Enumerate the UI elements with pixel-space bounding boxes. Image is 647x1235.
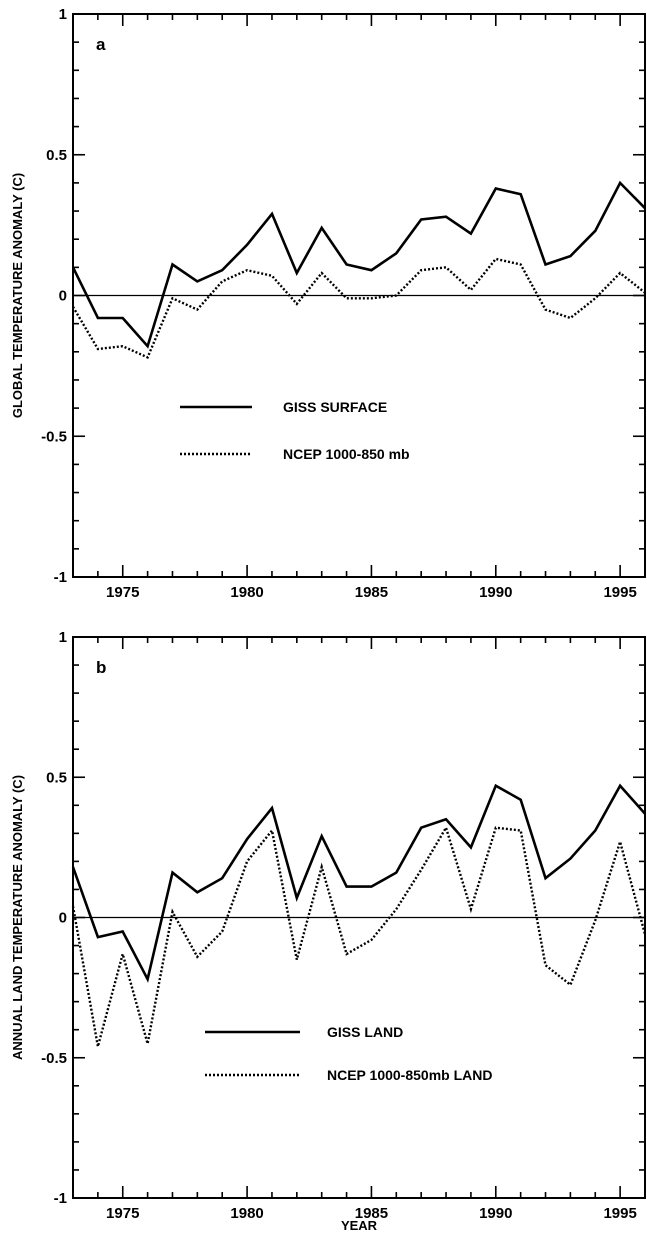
panel-a-x-tick-label: 1975 [106,584,139,601]
panel-a-y-tick-label: 0 [59,288,67,305]
panel-b-y-axis-label: ANNUAL LAND TEMPERATURE ANOMALY (C) [10,775,25,1060]
panel-a-y-tick-label: -1 [54,569,67,586]
panel-b-x-tick-label: 1995 [603,1205,636,1222]
panel-a-x-tick-label: 1995 [603,584,636,601]
panel-a-x-tick-label: 1990 [479,584,512,601]
panel-a-x-tick-label: 1985 [355,584,388,601]
panel-a-series-ncep-line [71,257,646,359]
panel-a-y-tick-label: 1 [59,6,67,23]
panel-b-y-tick-label: -0.5 [41,1050,67,1067]
panel-b-label: b [96,658,106,677]
panel-b-legend-label: GISS LAND [327,1024,403,1040]
panel-a-label: a [96,35,106,54]
panel-b-y-tick-label: 0 [59,910,67,927]
panel-b-y-tick-label: 0.5 [46,769,67,786]
panel-b-x-tick-label: 1985 [355,1205,388,1222]
panel-b-series-ncep-line [71,824,647,1047]
panel-b-x-axis-label: YEAR [341,1218,378,1233]
panel-a-x-tick-label: 1980 [230,584,263,601]
panel-a-legend-label: GISS SURFACE [283,399,387,415]
panel-a-legend-label: NCEP 1000-850 mb [283,446,410,462]
panel-b-series-giss-line [71,783,646,983]
panel-b-x-tick-label: 1980 [230,1205,263,1222]
panel-a-y-tick-label: 0.5 [46,147,67,164]
panel-a-y-tick-label: -0.5 [41,428,67,445]
panel-b-y-tick-label: 1 [59,629,67,646]
panel-b-legend-label: NCEP 1000-850mb LAND [327,1067,492,1083]
panel-a-series-giss-line [71,180,646,349]
panel-a-y-axis-label: GLOBAL TEMPERATURE ANOMALY (C) [10,173,25,418]
panel-b-y-tick-label: -1 [54,1190,67,1207]
panel-b-x-tick-label: 1990 [479,1205,512,1222]
panel-b-x-tick-label: 1975 [106,1205,139,1222]
